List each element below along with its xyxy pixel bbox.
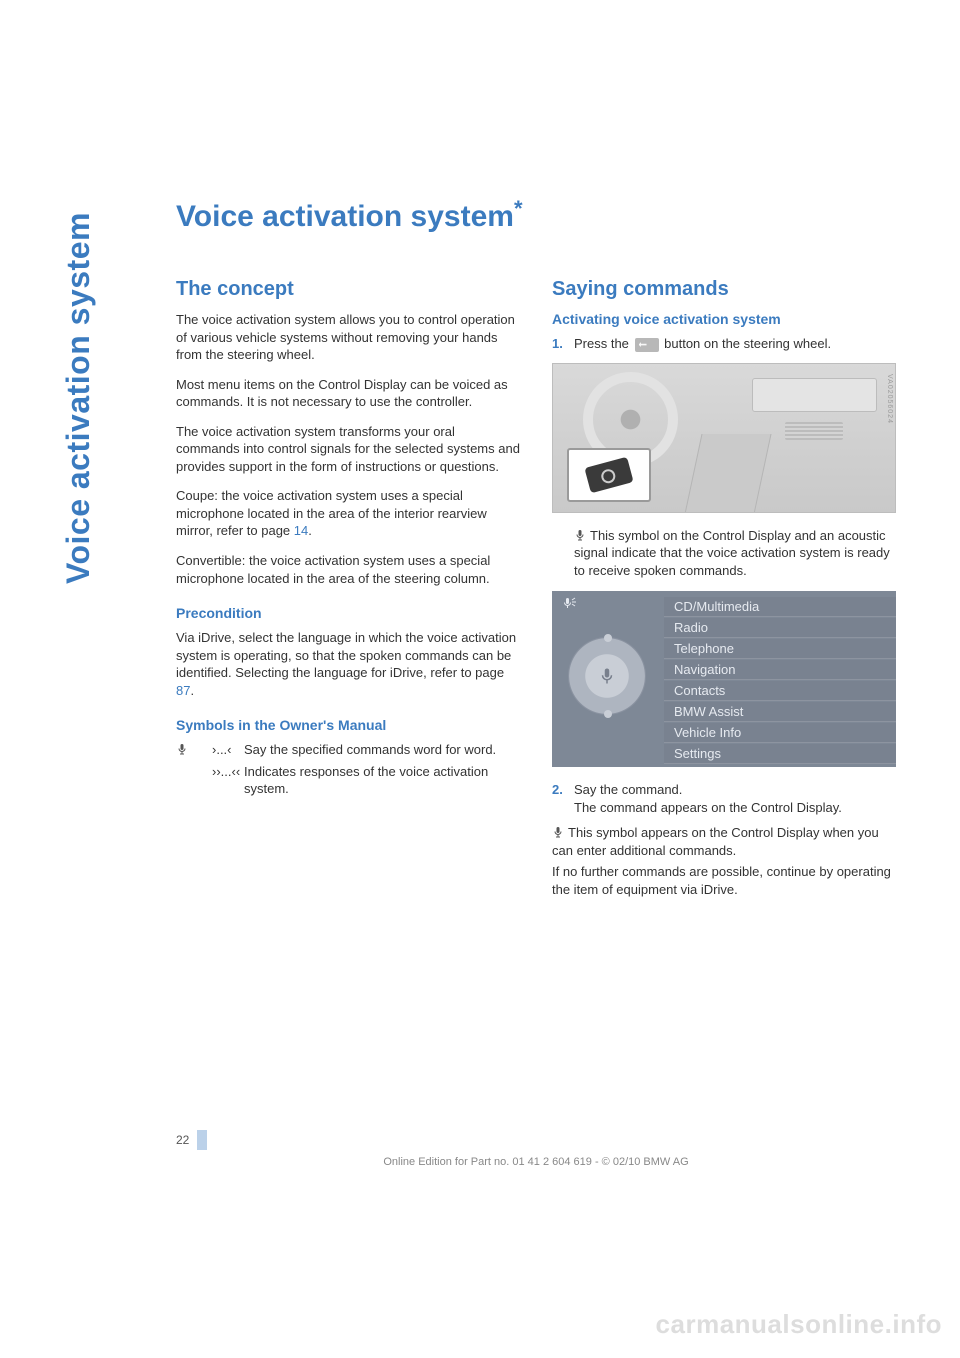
- voice-mic-icon: [176, 741, 212, 759]
- step-1-num: 1.: [552, 335, 574, 353]
- button-callout: [567, 448, 651, 502]
- concept-p2: Most menu items on the Control Display c…: [176, 376, 520, 411]
- precondition-p-a: Via iDrive, select the language in which…: [176, 630, 516, 680]
- title-asterisk: *: [514, 196, 523, 221]
- page-ref-87[interactable]: 87: [176, 683, 190, 698]
- voice-button-icon: [635, 338, 659, 352]
- page-title: Voice activation system*: [176, 200, 896, 234]
- subsection-symbols: Symbols in the Owner's Manual: [176, 717, 520, 733]
- page-number-bar: [197, 1130, 207, 1150]
- symbol-row-2: ››...‹‹ Indicates responses of the voice…: [176, 763, 520, 798]
- menu-item: Telephone: [664, 639, 896, 659]
- symbol-text-2: Indicates responses of the voice activat…: [244, 763, 520, 798]
- concept-p5: Convertible: the voice activation system…: [176, 552, 520, 587]
- step-1-text-b: button on the steering wheel.: [661, 336, 832, 351]
- figure-idrive-menu: CD/Multimedia Radio Telephone Navigation…: [552, 591, 896, 767]
- step-1-text-a: Press the: [574, 336, 633, 351]
- left-column: The concept The voice activation system …: [176, 278, 520, 910]
- idrive-knob-graphic: [568, 637, 646, 715]
- menu-item: Vehicle Info: [664, 723, 896, 743]
- vents-graphic: [785, 422, 843, 440]
- after-step2-text-a: This symbol appears on the Control Displ…: [552, 825, 879, 858]
- step-2: 2. Say the command. The command appears …: [552, 781, 896, 816]
- side-tab-text: Voice activation system: [60, 212, 96, 584]
- page-content: Voice activation system* The concept The…: [176, 200, 896, 910]
- concept-p4a: Coupe: the voice activation system uses …: [176, 488, 487, 538]
- menu-item: Navigation: [664, 660, 896, 680]
- symbol-text-1: Say the specified commands word for word…: [244, 741, 520, 759]
- voice-mic-icon: [552, 826, 564, 838]
- step-2-text-a: Say the command.: [574, 782, 682, 797]
- menu-item: BMW Assist: [664, 702, 896, 722]
- symbol-row-1: ›...‹ Say the specified commands word fo…: [176, 741, 520, 759]
- symbol-mark-double: ››...‹‹: [212, 763, 244, 798]
- step-2-num: 2.: [552, 781, 574, 816]
- right-column: Saying commands Activating voice activat…: [552, 278, 896, 910]
- menu-item: Settings: [664, 744, 896, 764]
- concept-p4b: .: [308, 523, 312, 538]
- step-1-body: Press the button on the steering wheel.: [574, 335, 896, 353]
- concept-p4: Coupe: the voice activation system uses …: [176, 487, 520, 540]
- step-1: 1. Press the button on the steering whee…: [552, 335, 896, 353]
- concept-p3: The voice activation system transforms y…: [176, 423, 520, 476]
- figure-dashboard: VA02056024: [552, 363, 896, 513]
- symbol-mark-single: ›...‹: [212, 741, 244, 759]
- subsection-activating: Activating voice activation system: [552, 311, 896, 327]
- section-saying-commands: Saying commands: [552, 278, 896, 301]
- voice-button-closeup: [584, 456, 633, 493]
- menu-item: Contacts: [664, 681, 896, 701]
- idrive-menu-list: CD/Multimedia Radio Telephone Navigation…: [664, 597, 896, 764]
- page-ref-14[interactable]: 14: [294, 523, 308, 538]
- concept-p1: The voice activation system allows you t…: [176, 311, 520, 364]
- columns: The concept The voice activation system …: [176, 278, 896, 910]
- step-2-text-b: The command appears on the Control Displ…: [574, 800, 842, 815]
- center-console-graphic: [684, 434, 771, 513]
- section-the-concept: The concept: [176, 278, 520, 301]
- title-text: Voice activation system: [176, 200, 514, 233]
- figure-code: VA02056024: [886, 374, 893, 424]
- after-fig1-block: This symbol on the Control Display and a…: [552, 527, 896, 580]
- side-tab-label: Voice activation system: [60, 212, 97, 584]
- page-number: 22: [176, 1130, 207, 1150]
- step-2-body: Say the command. The command appears on …: [574, 781, 896, 816]
- watermark: carmanualsonline.info: [656, 1309, 942, 1340]
- voice-mic-icon: [574, 529, 586, 541]
- precondition-p: Via iDrive, select the language in which…: [176, 629, 520, 699]
- page-number-value: 22: [176, 1133, 189, 1147]
- voice-mic-icon: [560, 597, 576, 614]
- after-step2-p2: If no further commands are possible, con…: [552, 863, 896, 898]
- footer-text: Online Edition for Part no. 01 41 2 604 …: [176, 1156, 896, 1168]
- symbol-spacer: [176, 763, 212, 798]
- precondition-p-b: .: [190, 683, 194, 698]
- after-step2-p1: This symbol appears on the Control Displ…: [552, 824, 896, 859]
- subsection-precondition: Precondition: [176, 605, 520, 621]
- menu-item: CD/Multimedia: [664, 597, 896, 617]
- menu-item: Radio: [664, 618, 896, 638]
- after-fig1-text: This symbol on the Control Display and a…: [574, 528, 890, 578]
- dash-screen-graphic: [752, 378, 877, 412]
